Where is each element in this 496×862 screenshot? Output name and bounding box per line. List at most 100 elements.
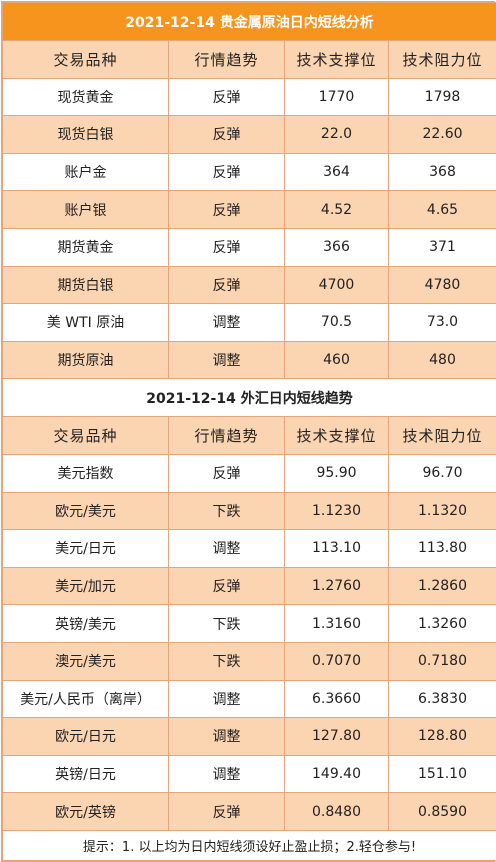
table-cell: 英镑/日元 [3, 755, 169, 793]
section2-title-row: 2021-12-14 外汇日内短线趋势 [3, 379, 496, 417]
section1-title: 2021-12-14 贵金属原油日内短线分析 [3, 3, 496, 41]
table-cell: 反弹 [169, 567, 285, 605]
table-cell: 调整 [169, 718, 285, 756]
header-cell: 行情趋势 [169, 417, 285, 455]
table-cell: 128.80 [389, 718, 496, 756]
table-cell: 反弹 [169, 116, 285, 154]
table-cell: 期货白银 [3, 266, 169, 304]
table-cell: 366 [285, 228, 389, 266]
table-cell: 反弹 [169, 793, 285, 831]
table-cell: 欧元/日元 [3, 718, 169, 756]
table-cell: 22.0 [285, 116, 389, 154]
table-cell: 反弹 [169, 191, 285, 229]
table-cell: 6.3830 [389, 680, 496, 718]
table-cell: 现货黄金 [3, 78, 169, 116]
table-cell: 4780 [389, 266, 496, 304]
table-cell: 美元/人民币（离岸） [3, 680, 169, 718]
table-cell: 1.3160 [285, 605, 389, 643]
table-cell: 4.52 [285, 191, 389, 229]
section1-title-text: 贵金属原油日内短线分析 [220, 15, 374, 31]
table-cell: 371 [389, 228, 496, 266]
table-cell: 368 [389, 153, 496, 191]
header-cell: 交易品种 [3, 417, 169, 455]
section1-date: 2021-12-14 [125, 15, 215, 31]
table-cell: 下跌 [169, 642, 285, 680]
header-cell: 技术阻力位 [389, 417, 496, 455]
table-cell: 6.3660 [285, 680, 389, 718]
table-cell: 期货原油 [3, 341, 169, 379]
table-cell: 反弹 [169, 78, 285, 116]
table-cell: 0.8590 [389, 793, 496, 831]
table-cell: 22.60 [389, 116, 496, 154]
table-cell: 460 [285, 341, 389, 379]
footer-row: 提示：1. 以上均为日内短线须设好止盈止损；2.轻仓参与! [3, 830, 496, 860]
table-cell: 96.70 [389, 454, 496, 492]
table-cell: 调整 [169, 755, 285, 793]
table-cell: 美元/日元 [3, 530, 169, 568]
table-cell: 调整 [169, 680, 285, 718]
table-cell: 期货黄金 [3, 228, 169, 266]
table-cell: 欧元/美元 [3, 492, 169, 530]
table-cell: 1.2860 [389, 567, 496, 605]
table-cell: 反弹 [169, 228, 285, 266]
table-cell: 0.8480 [285, 793, 389, 831]
table-cell: 364 [285, 153, 389, 191]
table-cell: 4.65 [389, 191, 496, 229]
section2-title-text: 外汇日内短线趋势 [241, 391, 353, 407]
analysis-table-body: 2021-12-14 贵金属原油日内短线分析 交易品种 行情趋势 技术支撑位 技… [3, 3, 496, 861]
table-cell: 113.10 [285, 530, 389, 568]
table-cell: 1.1230 [285, 492, 389, 530]
table-cell: 欧元/英镑 [3, 793, 169, 831]
section2-header-row: 交易品种行情趋势技术支撑位技术阻力位 [3, 417, 496, 455]
table-cell: 1770 [285, 78, 389, 116]
table-cell: 调整 [169, 341, 285, 379]
section2-title: 2021-12-14 外汇日内短线趋势 [3, 379, 496, 417]
section1-header-row: 交易品种 行情趋势 技术支撑位 技术阻力位 [3, 41, 496, 79]
header-cell: 技术支撑位 [285, 41, 389, 79]
table-cell: 480 [389, 341, 496, 379]
table-cell: 调整 [169, 304, 285, 342]
table-cell: 美元指数 [3, 454, 169, 492]
header-cell: 交易品种 [3, 41, 169, 79]
header-cell: 技术支撑位 [285, 417, 389, 455]
table-cell: 1.2760 [285, 567, 389, 605]
header-cell: 技术阻力位 [389, 41, 496, 79]
table-cell: 美元/加元 [3, 567, 169, 605]
table-cell: 70.5 [285, 304, 389, 342]
table-cell: 现货白银 [3, 116, 169, 154]
table-cell: 151.10 [389, 755, 496, 793]
table-cell: 1798 [389, 78, 496, 116]
table-cell: 反弹 [169, 454, 285, 492]
table-cell: 0.7180 [389, 642, 496, 680]
table-cell: 账户银 [3, 191, 169, 229]
table-cell: 0.7070 [285, 642, 389, 680]
table-cell: 账户金 [3, 153, 169, 191]
footer-note: 提示：1. 以上均为日内短线须设好止盈止损；2.轻仓参与! [3, 830, 496, 860]
table-cell: 127.80 [285, 718, 389, 756]
section1-title-row: 2021-12-14 贵金属原油日内短线分析 [3, 3, 496, 41]
table-cell: 反弹 [169, 266, 285, 304]
section2-date: 2021-12-14 [146, 391, 236, 407]
table-cell: 4700 [285, 266, 389, 304]
table-cell: 澳元/美元 [3, 642, 169, 680]
table-cell: 英镑/美元 [3, 605, 169, 643]
table-cell: 下跌 [169, 492, 285, 530]
table-cell: 149.40 [285, 755, 389, 793]
table-cell: 美 WTI 原油 [3, 304, 169, 342]
table-cell: 1.1320 [389, 492, 496, 530]
